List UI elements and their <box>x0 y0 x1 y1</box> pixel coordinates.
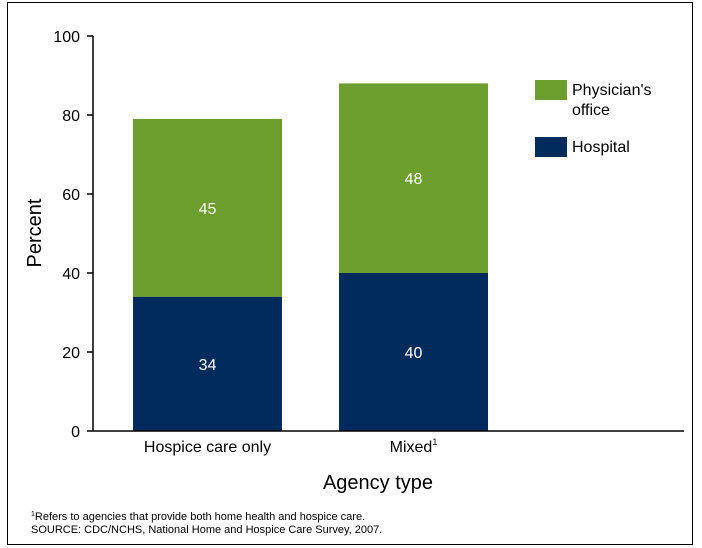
x-tick-label-1: Hospice care only <box>144 439 271 456</box>
x-tick-label-2: Mixed1 <box>390 437 438 456</box>
legend-label-1-line-1: Physician's <box>572 82 652 99</box>
axes-group <box>92 36 684 432</box>
bar-physician-s-office-2 <box>339 83 488 274</box>
footnote-source: SOURCE: CDC/NCHS, National Home and Hosp… <box>31 524 383 536</box>
x-labels-group: Hospice care only Mixed1 <box>144 437 437 456</box>
chart-frame <box>7 2 693 545</box>
y-axis-title: Percent <box>24 198 46 267</box>
legend: Physician's office Hospital <box>535 80 652 157</box>
x-axis-title: Agency type <box>323 472 433 494</box>
bars-group <box>133 83 488 431</box>
y-tick-label-20: 20 <box>62 345 80 362</box>
footnote-text: Refers to agencies that provide both hom… <box>34 511 366 523</box>
y-tick-label-40: 40 <box>62 266 80 283</box>
legend-swatch-2 <box>535 137 567 157</box>
value-labels-group: 34 45 40 48 <box>199 171 423 374</box>
y-tick-label-100: 100 <box>53 29 80 46</box>
bar-hospital-2 <box>339 273 488 431</box>
value-label-hospital-1: 34 <box>199 357 217 374</box>
footnote-marker: 1 <box>31 511 35 518</box>
footnote-agency-mixed: 1Refers to agencies that provide both ho… <box>31 511 365 524</box>
legend-label-2-line-1: Hospital <box>572 139 630 156</box>
legend-label-1-line-2: office <box>572 102 610 119</box>
value-label-physician-s-office-1: 45 <box>199 201 217 218</box>
y-tick-label-80: 80 <box>62 108 80 125</box>
value-label-hospital-2: 40 <box>405 345 423 362</box>
value-label-physician-s-office-2: 48 <box>405 171 423 188</box>
legend-swatch-1 <box>535 80 567 100</box>
y-tick-label-60: 60 <box>62 187 80 204</box>
bar-physician-s-office-1 <box>133 118 282 297</box>
y-tick-label-0: 0 <box>71 424 80 441</box>
bar-hospital-1 <box>133 296 282 431</box>
y-ticks-group: 0 20 40 60 80 100 <box>53 29 93 441</box>
